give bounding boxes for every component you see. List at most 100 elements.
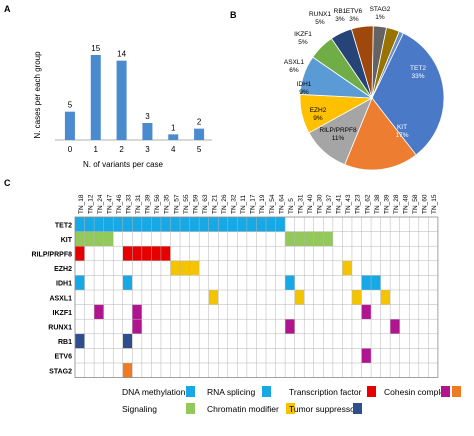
sample-label: TN_26: [221, 194, 228, 214]
pie-slice-label: RB1 3%: [334, 8, 347, 23]
bar-x-tick-label: 2: [119, 145, 124, 154]
sample-label: TN_33: [126, 194, 133, 214]
bar-x-tick-label: 5: [197, 145, 202, 154]
legend-swatch: [186, 403, 195, 414]
gene-label: STAG2: [49, 368, 72, 375]
legend-label: DNA methylation: [122, 387, 186, 397]
mutation-cell: [132, 304, 142, 320]
pie-chart: TET2 33% KIT 17% RILP/PRPF8 11% EZH2 9% IDH1 9% AS…: [284, 6, 445, 171]
sample-label: TN_39: [145, 194, 152, 214]
pie-slice-label: KIT 17%: [395, 124, 408, 139]
mutation-cell: [94, 304, 104, 320]
mutation-cell: [285, 275, 295, 290]
legend-swatch: [441, 386, 450, 397]
gene-label: ETV6: [54, 354, 72, 361]
mutation-cell: [132, 319, 142, 334]
bar-value-label: 15: [91, 44, 100, 53]
pie-slice-label: RILP/PRPF8 11%: [319, 127, 357, 142]
bar-value-label: 14: [117, 50, 126, 59]
pie-slice: [371, 32, 445, 156]
gene-label: RB1: [58, 339, 72, 346]
pie-slice-label: ASXL1 6%: [284, 59, 305, 74]
legend: DNA methylation RNA splicing Transcription…: [122, 386, 461, 414]
bar-x-tick-label: 0: [68, 145, 73, 154]
mutation-cell: [122, 363, 133, 378]
gene-label: TET2: [55, 222, 72, 229]
bar-value-label: 2: [197, 118, 202, 127]
bar-y-axis-label: N. cases per each group: [33, 51, 42, 139]
bar: [168, 134, 179, 140]
mutation-cell: [361, 348, 372, 363]
pie-slice: [344, 97, 417, 171]
sample-label: TN_63: [202, 194, 209, 214]
mutation-cell: [380, 290, 391, 305]
sample-label: TN_40: [307, 194, 314, 214]
legend-swatch: [262, 386, 271, 397]
pie-slice-label: EZH2 9%: [310, 107, 327, 122]
sample-label: TN_23: [355, 194, 362, 214]
sample-label: TN_46: [116, 194, 123, 214]
gene-label: ASXL1: [49, 295, 72, 302]
mutation-cell: [122, 275, 133, 290]
sample-label: TN_59: [192, 194, 199, 214]
sample-label: TN_17: [250, 194, 257, 214]
gene-label: RUNX1: [48, 325, 72, 332]
gene-label: RILP/PRPF8: [32, 252, 73, 259]
pie-slice-label: TET2 33%: [410, 65, 426, 80]
bar-value-label: 1: [171, 123, 176, 132]
mutation-cell: [342, 260, 352, 276]
legend-swatch: [353, 403, 362, 414]
bar-x-tick-label: 4: [171, 145, 176, 154]
sample-label: TN_32: [231, 194, 238, 214]
bar-value-label: 5: [68, 101, 73, 110]
legend-swatch: [367, 386, 376, 397]
bar-x-axis-label: N. of variants per case: [83, 160, 164, 169]
gene-label: KIT: [61, 237, 73, 244]
panel-label-a: A: [4, 4, 11, 14]
bar: [90, 55, 101, 140]
bar: [116, 60, 127, 140]
legend-label: Transcription factor: [289, 387, 362, 397]
sample-label: TN_31: [297, 194, 304, 214]
mutation-cell: [390, 319, 400, 334]
gene-label: EZH2: [54, 266, 72, 273]
sample-label: TN_57: [173, 194, 180, 214]
sample-label: TN_5: [288, 198, 295, 214]
legend-swatch: [452, 386, 461, 397]
sample-label: TN_21: [211, 194, 218, 214]
sample-label: TN_62: [364, 194, 371, 214]
mutation-cell: [285, 319, 295, 334]
bar: [194, 128, 205, 140]
mutation-cell: [208, 290, 219, 305]
bar-value-label: 3: [145, 112, 150, 121]
sample-label: TN_60: [422, 194, 429, 214]
pie-slice-label: RUNX1 5%: [309, 11, 331, 26]
oncoprint-heatmap: TN_18 TN_12 TN_24 TN_47 TN_46 TN_33 TN_31 TN_39…: [32, 194, 439, 378]
sample-label: TN_15: [431, 194, 438, 214]
legend-label: Cohesin complex: [384, 387, 450, 397]
bar: [142, 123, 153, 140]
sample-label: TN_19: [259, 194, 266, 214]
pie-slice-label: IDH1 9%: [297, 81, 312, 96]
sample-label: TN_48: [402, 194, 409, 214]
sample-label: TN_38: [374, 194, 381, 214]
sample-label: TN_41: [336, 194, 343, 214]
bar-x-tick-label: 1: [94, 145, 99, 154]
sample-label: TN_24: [97, 194, 104, 214]
pie-slice: [371, 30, 404, 99]
mutation-cell: [75, 275, 85, 290]
sample-label: TN_55: [183, 194, 190, 214]
sample-label: TN_56: [154, 194, 161, 214]
bar: [64, 111, 75, 140]
mutation-cell: [75, 246, 85, 261]
sample-label: TN_18: [78, 194, 85, 214]
sample-label: TN_31: [135, 194, 142, 214]
sample-label: TN_64: [278, 194, 285, 214]
pie-slice-label: STAG2 1%: [370, 6, 391, 21]
bar-chart: N. cases per each group N. of variants p…: [33, 44, 212, 169]
mutation-cell: [285, 231, 333, 247]
panel-label-b: B: [230, 10, 237, 20]
pie-slice-label: IKZF1 5%: [294, 31, 312, 46]
sample-label: TN_28: [393, 194, 400, 214]
